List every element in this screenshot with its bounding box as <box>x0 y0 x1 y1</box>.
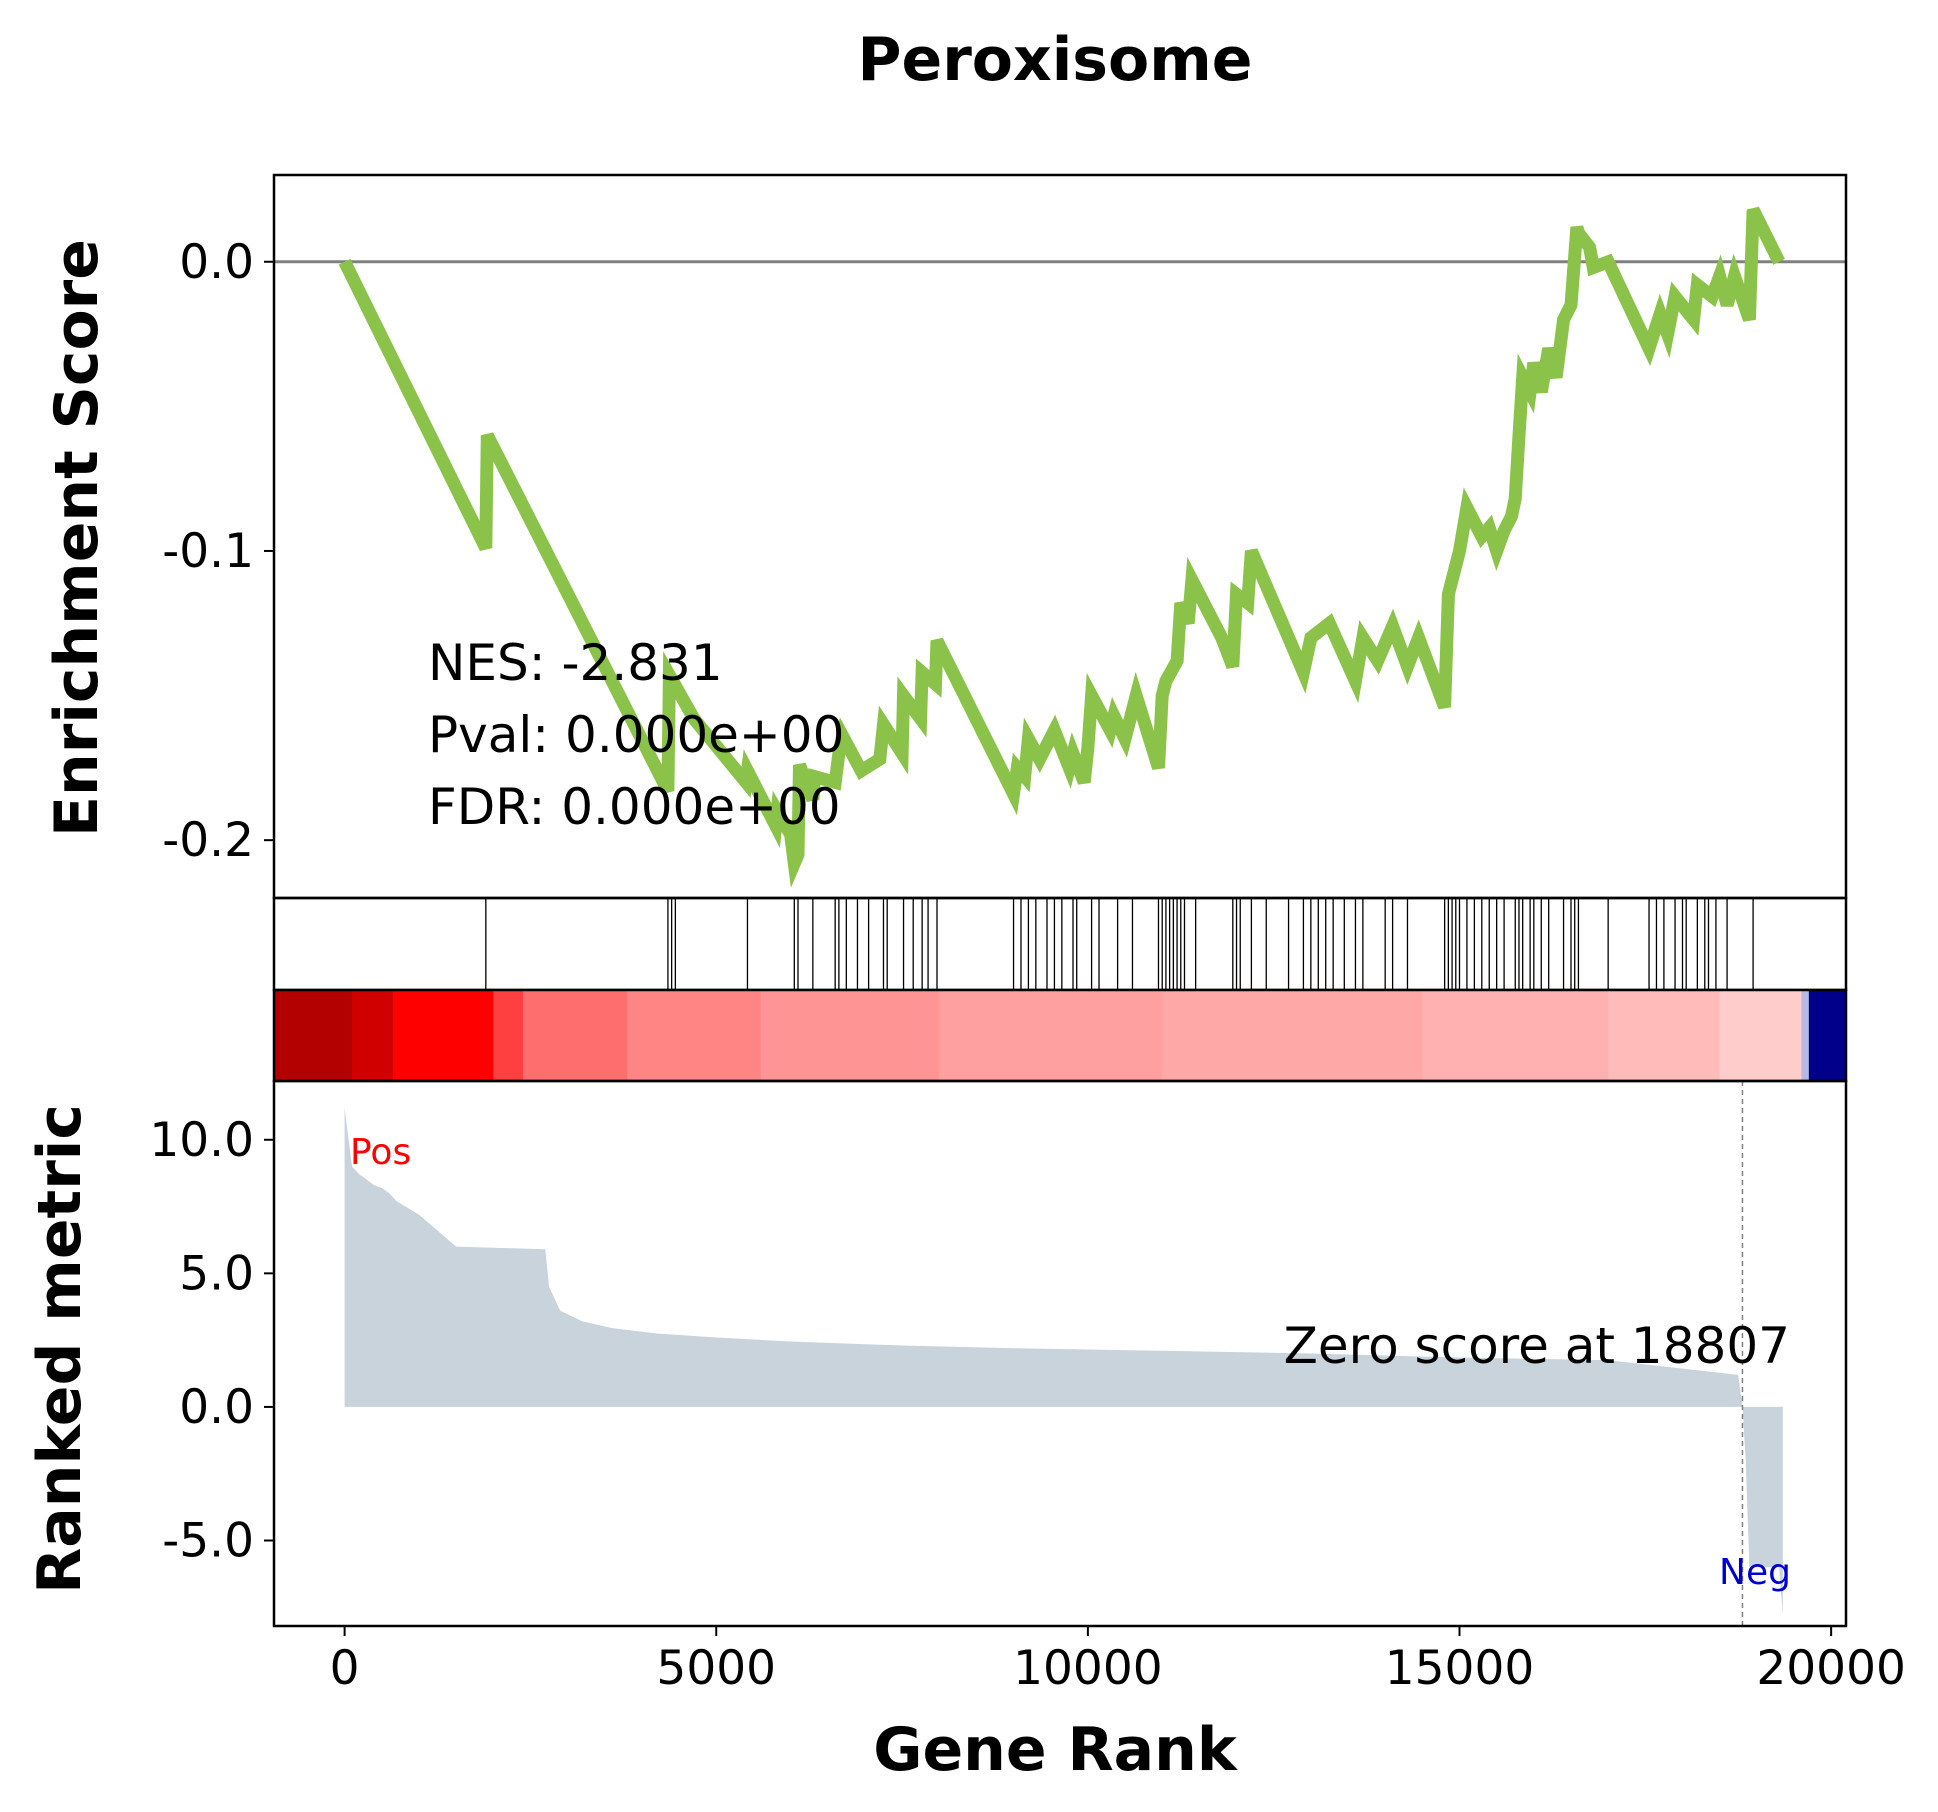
y-tick-label-top: -0.1 <box>162 524 254 579</box>
heatmap-segment <box>627 990 762 1081</box>
fdr-annotation: FDR: 0.000e+00 <box>428 778 841 836</box>
chart-title: Peroxisome <box>858 25 1253 95</box>
y-tick-label-bottom: -5.0 <box>162 1514 254 1569</box>
y-tick-label-bottom: 10.0 <box>149 1113 254 1168</box>
nes-annotation: NES: -2.831 <box>428 634 723 692</box>
pval-annotation: Pval: 0.000e+00 <box>428 706 844 764</box>
hits-panel-frame <box>272 896 1848 992</box>
y-tick-label-bottom: 0.0 <box>179 1380 254 1435</box>
heatmap-segment <box>760 990 940 1081</box>
x-tick-label: 20000 <box>1756 1641 1906 1696</box>
x-tick-label: 15000 <box>1385 1641 1535 1696</box>
y-axis-label-ranked-metric: Ranked metric <box>25 1104 95 1594</box>
zero-score-annotation: Zero score at 18807 <box>1284 1317 1790 1375</box>
y-tick-label-top: 0.0 <box>179 235 254 290</box>
heatmap-segment <box>274 990 353 1081</box>
x-tick-label: 10000 <box>1013 1641 1163 1696</box>
y-axis-label-enrichment: Enrichment Score <box>42 239 112 837</box>
heatmap-segment <box>939 990 1163 1081</box>
rank-heatmap <box>272 988 1848 1083</box>
heatmap-segment <box>1719 990 1802 1081</box>
enrichment-panel: 0.0 -0.1 -0.2 <box>162 173 1848 900</box>
heatmap-segment <box>1162 990 1423 1081</box>
y-tick-label-bottom: 5.0 <box>179 1246 254 1301</box>
heatmap-segment <box>522 990 628 1081</box>
heatmap-segment <box>1801 990 1810 1081</box>
ranked-metric-area <box>344 1107 1783 1616</box>
heatmap-segment <box>493 990 524 1081</box>
neg-label: Neg <box>1719 1552 1791 1593</box>
heatmap-segment <box>1808 990 1847 1081</box>
heatmap-segment <box>392 990 494 1081</box>
hits-panel <box>272 896 1848 992</box>
enrichment-score-line <box>338 206 1785 888</box>
x-tick-label: 5000 <box>656 1641 776 1696</box>
ranked-metric-frame <box>272 1079 1848 1628</box>
heatmap-segment <box>1422 990 1609 1081</box>
x-axis-label: Gene Rank <box>873 1715 1239 1785</box>
heatmap-segment <box>1608 990 1721 1081</box>
x-tick-label: 0 <box>330 1641 360 1696</box>
heatmap-segment <box>352 990 394 1081</box>
ranked-metric-panel: 10.0 5.0 0.0 -5.0 0 5000 10000 15000 20000 <box>149 1079 1906 1696</box>
pos-label: Pos <box>350 1132 411 1173</box>
y-tick-label-top: -0.2 <box>162 813 254 868</box>
